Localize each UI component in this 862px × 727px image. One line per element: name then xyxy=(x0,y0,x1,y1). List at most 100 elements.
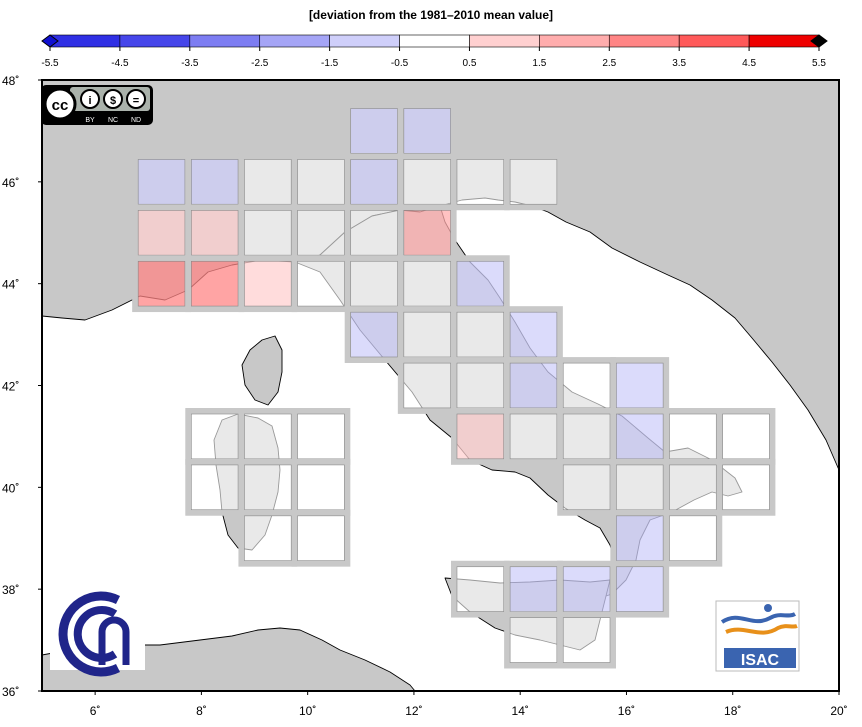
colorbar-segment xyxy=(189,34,261,48)
by-label: BY xyxy=(85,117,95,124)
colorbar-ticks: -5.5 -4.5 -3.5 -2.5 -1.5 -0.5 0.5 1.5 2.5 3.5 4.5 5… xyxy=(41,47,826,69)
cnr-logo xyxy=(50,590,145,677)
grid-cell xyxy=(509,311,558,358)
isac-wave-blue xyxy=(720,612,796,624)
nd-label: ND xyxy=(131,117,141,124)
colorbar-tick-label: 4.5 xyxy=(742,58,756,69)
colorbar-tick-label: -2.5 xyxy=(251,58,269,69)
grid-cell xyxy=(403,362,451,409)
isac-wave-orange xyxy=(725,624,798,635)
colorbar-segment xyxy=(469,34,540,48)
grid-cell-gutter xyxy=(716,458,776,516)
colorbar-tick-label: -1.5 xyxy=(321,58,339,69)
grid-cell xyxy=(191,159,239,205)
grid-cell xyxy=(244,159,292,205)
grid-cell xyxy=(616,566,664,612)
grid-cell xyxy=(722,464,770,511)
grid-cell xyxy=(350,159,398,205)
cc-license-badge: cc i $ = BY NC ND xyxy=(41,85,153,125)
grid-cell xyxy=(350,311,398,358)
latitude-label: 40˚ xyxy=(2,481,19,495)
grid-cell xyxy=(403,260,451,307)
grid-cell xyxy=(509,413,558,460)
land-corsica xyxy=(241,335,283,406)
grid-cell xyxy=(616,413,664,460)
grid-cell xyxy=(350,108,398,154)
nd-icon xyxy=(126,89,146,109)
grid-cell-gutter xyxy=(610,560,670,618)
latitude-label: 42˚ xyxy=(2,380,19,394)
grid-cell-gutter xyxy=(663,509,723,567)
grid-cell xyxy=(509,159,558,205)
grid-cell xyxy=(722,413,770,460)
longitude-label: 18˚ xyxy=(724,704,741,718)
colorbar-segments xyxy=(49,34,820,48)
colorbar-tick-label: -4.5 xyxy=(111,58,129,69)
by-icon-text: i xyxy=(88,95,91,107)
grid-cell xyxy=(297,260,345,307)
colorbar-tick-label: 2.5 xyxy=(602,58,616,69)
grid-cell xyxy=(137,260,186,307)
isac-dot xyxy=(764,604,772,612)
latitude-labels: 36˚ 38˚ 40˚ 42˚ 44˚ 46˚ 48˚ xyxy=(2,74,42,699)
grid-cell xyxy=(562,617,611,663)
colorbar-tick-label: -0.5 xyxy=(391,58,409,69)
colorbar-segment xyxy=(678,34,750,48)
latitude-label: 36˚ xyxy=(2,685,19,699)
isac-name-bar xyxy=(724,648,796,668)
colorbar-tick-label: -5.5 xyxy=(41,58,59,69)
grid-cell xyxy=(297,515,345,561)
grid-cell xyxy=(562,566,611,612)
colorbar-tick-label: 3.5 xyxy=(672,58,686,69)
grid-cell xyxy=(244,260,292,307)
by-icon xyxy=(80,89,100,109)
grid-cell xyxy=(562,464,611,511)
colorbar-segment xyxy=(539,34,610,48)
grid-cell xyxy=(403,108,451,154)
grid-cell xyxy=(297,210,345,256)
grid-cell-gutter xyxy=(504,153,563,211)
grid-cell xyxy=(244,210,292,256)
grid-cell xyxy=(509,617,558,663)
longitude-labels: 6˚ 8˚ 10˚ 12˚ 14˚ 16˚ 18˚ 20˚ xyxy=(90,691,848,718)
grid-cells xyxy=(132,102,776,669)
colorbar: -5.5 -4.5 -3.5 -2.5 -1.5 -0.5 0.5 1.5 2.5 3.5 4.5 5… xyxy=(41,34,828,69)
grid-cell-gutter xyxy=(557,611,616,669)
grid-cell xyxy=(403,210,451,256)
colorbar-tick-label: 5.5 xyxy=(812,58,826,69)
grid-cell xyxy=(403,159,451,205)
colorbar-segment xyxy=(608,34,680,48)
latitude-label: 44˚ xyxy=(2,278,19,292)
land-north-africa xyxy=(41,627,416,692)
colorbar-segment xyxy=(49,34,121,48)
longitude-label: 12˚ xyxy=(405,704,422,718)
map-area: cc i $ = BY NC ND ISAC xyxy=(41,79,840,692)
grid-cell xyxy=(137,159,186,205)
grid-cell xyxy=(350,260,398,307)
longitude-label: 14˚ xyxy=(512,704,529,718)
colorbar-tick-label: 0.5 xyxy=(463,58,477,69)
nc-label: NC xyxy=(108,117,118,124)
map-title: [deviation from the 1981–2010 mean value… xyxy=(309,8,553,22)
latitude-label: 48˚ xyxy=(2,74,19,88)
longitude-label: 16˚ xyxy=(618,704,635,718)
grid-cell xyxy=(616,515,664,561)
grid-cell-gutter xyxy=(291,509,351,567)
colorbar-segment xyxy=(399,34,470,48)
grid-cell xyxy=(191,260,239,307)
grid-cell xyxy=(456,413,505,460)
grid-cell xyxy=(669,515,717,561)
cnr-logo-arc-inner xyxy=(98,616,130,665)
grid-cell xyxy=(616,464,664,511)
grid-cell xyxy=(669,464,717,511)
nd-icon-text: = xyxy=(133,95,139,107)
grid-cell xyxy=(669,413,717,460)
grid-cell xyxy=(244,464,292,511)
longitude-label: 20˚ xyxy=(830,704,847,718)
grid-cell xyxy=(244,413,292,460)
grid-cell xyxy=(509,362,558,409)
nc-icon xyxy=(103,89,123,109)
grid-cell xyxy=(244,515,292,561)
cc-icon xyxy=(43,87,77,121)
grid-cell xyxy=(456,260,505,307)
